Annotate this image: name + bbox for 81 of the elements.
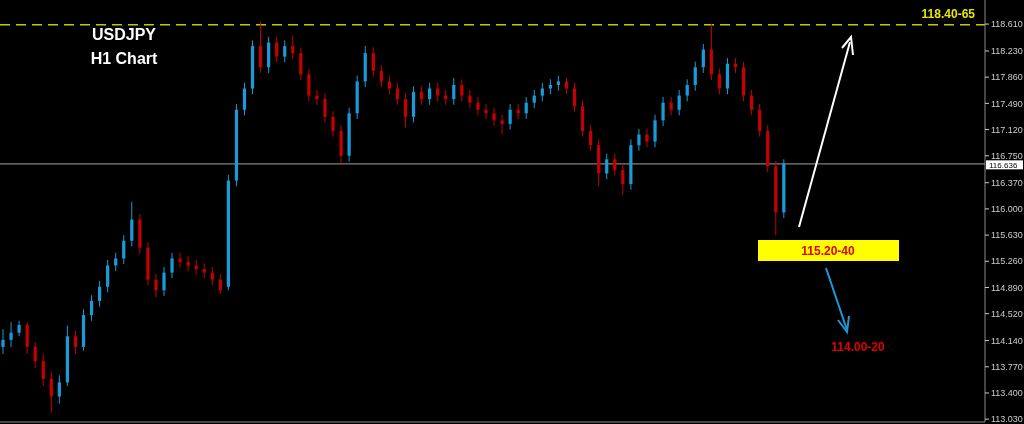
candlestick <box>1 328 5 355</box>
text: H1 Chart <box>90 50 159 67</box>
annotation: 118.40-65 <box>921 7 976 21</box>
candlestick <box>589 124 593 152</box>
candlestick <box>25 321 29 355</box>
candlestick <box>106 259 110 293</box>
y-tick-label: 116.000 <box>991 204 1023 215</box>
candlestick <box>283 39 287 63</box>
y-tick-label: 117.120 <box>991 124 1023 135</box>
candlestick <box>508 103 512 131</box>
candlestick <box>693 61 697 92</box>
candlestick <box>500 114 504 136</box>
candlestick <box>387 75 391 95</box>
y-tick-label: 117.490 <box>991 98 1023 109</box>
candlestick <box>49 371 53 414</box>
candlestick <box>492 107 496 127</box>
candlestick <box>621 163 625 196</box>
candlestick <box>299 46 303 81</box>
candlestick <box>89 294 94 322</box>
candlestick <box>178 252 182 269</box>
candlestick <box>258 21 263 74</box>
y-tick-label: 115.630 <box>991 230 1023 241</box>
candlestick <box>170 252 174 279</box>
y-tick-label: 118.230 <box>991 46 1023 57</box>
candlestick <box>315 89 319 106</box>
candlestick <box>114 252 118 272</box>
y-tick-label: 115.260 <box>991 256 1023 267</box>
candlestick <box>130 201 134 247</box>
candlestick <box>750 89 754 116</box>
candlestick <box>154 273 158 298</box>
candlestick <box>661 96 665 127</box>
annotation: 115.20-40 <box>801 244 856 259</box>
y-tick-label: 113.770 <box>991 361 1023 372</box>
candlestick <box>645 128 649 148</box>
y-tick-label: 114.140 <box>991 335 1023 346</box>
candlestick <box>758 103 762 138</box>
candlestick <box>73 330 78 355</box>
candlestick <box>637 128 641 152</box>
candlestick <box>291 34 295 60</box>
candlestick <box>468 89 472 109</box>
candlestick <box>717 68 722 95</box>
y-tick-label: 113.400 <box>991 388 1023 399</box>
text: USDJPY <box>91 26 157 43</box>
candlestick <box>653 114 657 148</box>
y-tick-label: 116.370 <box>991 177 1023 188</box>
candlestick <box>33 341 37 369</box>
candlestick <box>186 255 190 272</box>
candlestick <box>403 92 408 128</box>
candlestick <box>57 374 61 405</box>
candlestick <box>460 78 464 102</box>
candlestick <box>605 153 609 180</box>
candlestick <box>669 96 673 116</box>
candlestick <box>685 78 689 102</box>
candlestick <box>540 82 544 102</box>
candlestick <box>97 280 102 308</box>
candlestick <box>323 92 327 123</box>
candlestick <box>162 266 166 297</box>
candlestick <box>436 82 440 102</box>
candlestick <box>419 85 424 106</box>
candlestick <box>371 46 375 77</box>
candlestick <box>331 110 335 138</box>
annotation: 114.00-20 <box>831 340 886 355</box>
ref-line-label: 116.636 <box>989 160 1018 170</box>
candlestick <box>476 96 480 116</box>
candlestick <box>242 82 247 116</box>
candlestick <box>307 68 311 102</box>
y-tick-label: 116.750 <box>991 150 1023 161</box>
candlestick <box>9 321 13 348</box>
y-tick-label: 114.890 <box>991 282 1023 293</box>
candlestick <box>452 77 456 106</box>
y-tick-label: 117.860 <box>991 72 1023 83</box>
candlestick <box>677 89 681 116</box>
y-tick-label: 113.030 <box>991 414 1023 424</box>
y-tick-label: 118.610 <box>991 19 1023 30</box>
candlestick <box>532 89 536 109</box>
y-tick-label: 114.520 <box>991 308 1023 319</box>
candlestick <box>275 36 279 63</box>
candlestick <box>41 353 45 387</box>
candlestick <box>210 266 214 286</box>
candlestick <box>484 103 488 120</box>
candlestick <box>613 153 617 177</box>
